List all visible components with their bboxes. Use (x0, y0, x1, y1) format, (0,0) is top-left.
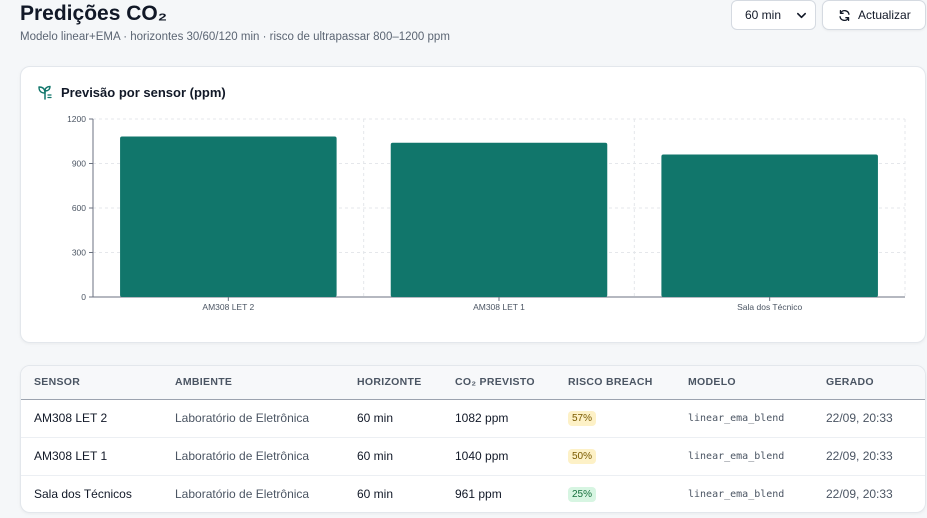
risk-badge: 50% (568, 449, 597, 464)
chart-header: Previsão por sensor (ppm) (37, 84, 226, 100)
cell-risco: 25% (568, 475, 688, 512)
refresh-button-label: Actualizar (858, 8, 911, 22)
cell-sensor: Sala dos Técnicos (34, 487, 132, 502)
cell-ambiente: Laboratório de Eletrônica (175, 487, 310, 502)
predictions-table: SENSOR AMBIENTE HORIZONTE CO₂ PREVISTO R… (21, 366, 925, 512)
column-header-risco-breach[interactable]: RISCO BREACH (568, 366, 688, 400)
bar (661, 154, 878, 297)
column-header-ambiente[interactable]: AMBIENTE (175, 366, 357, 400)
x-tick-label: Sala dos Técnico (737, 302, 802, 312)
table-row[interactable]: AM308 LET 2 Laboratório de Eletrônica 60… (21, 399, 925, 438)
cell-co2: 961 ppm (455, 487, 502, 502)
chart-title: Previsão por sensor (ppm) (61, 84, 226, 100)
y-tick-label: 900 (72, 159, 86, 169)
refresh-button[interactable]: Actualizar (822, 0, 926, 30)
cell-horizonte: 60 min (357, 399, 455, 438)
table-row[interactable]: Sala dos Técnicos Laboratório de Eletrôn… (21, 475, 925, 512)
y-tick-label: 600 (72, 203, 86, 213)
refresh-icon (839, 9, 850, 21)
x-tick-label: AM308 LET 1 (473, 302, 525, 312)
bar (390, 142, 608, 297)
table-row[interactable]: AM308 LET 1 Laboratório de Eletrônica 60… (21, 437, 925, 476)
risk-badge: 57% (568, 411, 597, 426)
forecast-bar-chart: 0 300 600 900 1200 AM308 LET 2 AM308 LET 1 Sala… (67, 114, 906, 312)
cell-risco: 50% (568, 437, 688, 476)
chevron-down-icon (797, 12, 806, 18)
column-header-sensor[interactable]: SENSOR (21, 366, 175, 400)
horizon-select[interactable]: 60 min (731, 0, 816, 30)
cell-gerado: 22/09, 20:33 (826, 399, 925, 438)
y-tick-label: 300 (72, 248, 86, 258)
cell-sensor: AM308 LET 1 (21, 437, 175, 476)
y-tick-label: 1200 (67, 114, 86, 124)
cell-gerado: 22/09, 20:33 (826, 487, 893, 502)
bar (120, 136, 337, 297)
cell-modelo: linear_ema_blend (688, 488, 785, 500)
cell-ambiente: Laboratório de Eletrônica (175, 437, 357, 476)
risk-badge: 25% (568, 487, 597, 503)
y-tick-label: 0 (81, 292, 86, 302)
cell-modelo: linear_ema_blend (688, 399, 826, 438)
column-header-co2-previsto[interactable]: CO₂ PREVISTO (455, 366, 568, 400)
forecast-chart-card: 0 300 600 900 1200 AM308 LET 2 AM308 LET 1 Sala… (20, 66, 926, 343)
cell-sensor: AM308 LET 2 (21, 399, 175, 438)
cell-co2: 1082 ppm (455, 399, 568, 438)
cell-horizonte: 60 min (357, 437, 455, 476)
column-header-horizonte[interactable]: HORIZONTE (357, 366, 455, 400)
cell-co2: 1040 ppm (455, 437, 568, 476)
sprout-icon (38, 85, 52, 100)
cell-modelo: linear_ema_blend (688, 437, 826, 476)
cell-horizonte: 60 min (357, 487, 394, 502)
page-title: Predições CO₂ (20, 2, 168, 25)
cell-risco: 57% (568, 399, 688, 438)
table-header-row: SENSOR AMBIENTE HORIZONTE CO₂ PREVISTO R… (21, 366, 925, 400)
cell-ambiente: Laboratório de Eletrônica (175, 399, 357, 438)
horizon-select-value: 60 min (745, 8, 782, 22)
x-tick-label: AM308 LET 2 (202, 302, 254, 312)
predictions-table-card: SENSOR AMBIENTE HORIZONTE CO₂ PREVISTO R… (20, 365, 926, 513)
column-header-gerado[interactable]: GERADO (826, 366, 925, 400)
cell-gerado: 22/09, 20:33 (826, 437, 925, 476)
column-header-modelo[interactable]: MODELO (688, 366, 826, 400)
page-subtitle: Modelo linear+EMA · horizontes 30/60/120… (20, 31, 450, 43)
